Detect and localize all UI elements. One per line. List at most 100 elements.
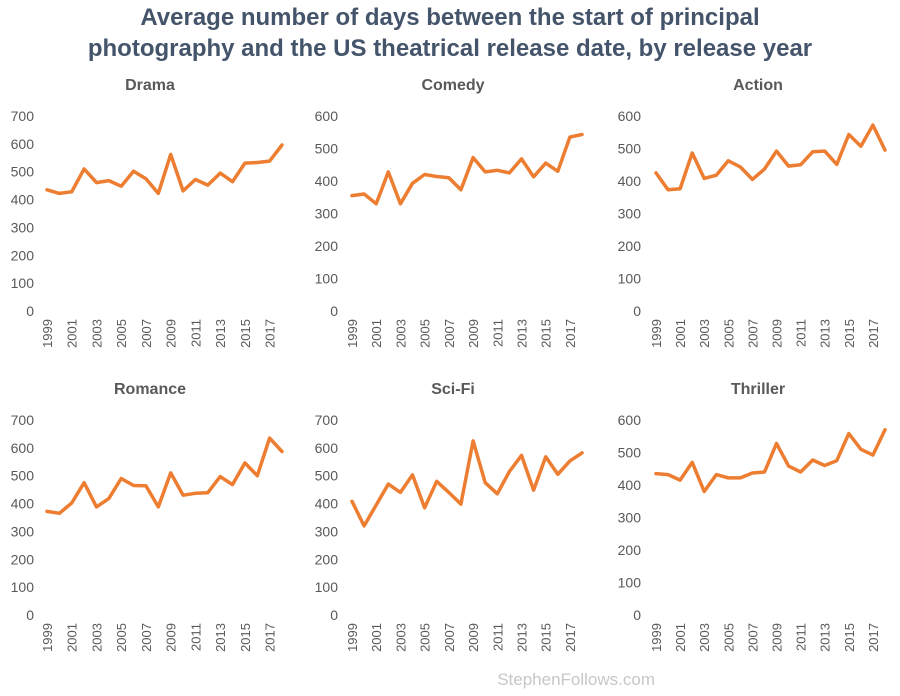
comedy-x-tick-label: 2001 — [369, 319, 384, 348]
sci-fi-y-tick-label: 600 — [315, 440, 339, 456]
action-x-tick-label: 1999 — [649, 319, 664, 348]
comedy-y-tick-label: 200 — [315, 238, 339, 254]
thriller-x-tick-label: 2003 — [697, 623, 712, 652]
romance-y-tick-label: 400 — [11, 496, 35, 512]
thriller-x-tick-label: 2015 — [842, 623, 857, 652]
comedy-x-tick-label: 2009 — [466, 319, 481, 348]
thriller-x-tick-label: 2005 — [721, 623, 736, 652]
drama-y-tick-label: 600 — [11, 136, 35, 152]
sci-fi-y-tick-label: 300 — [315, 523, 339, 539]
thriller-y-tick-label: 400 — [618, 477, 642, 493]
romance-x-tick-label: 2017 — [263, 623, 278, 652]
romance-y-tick-label: 100 — [11, 579, 35, 595]
action-y-tick-label: 100 — [618, 271, 642, 287]
drama-y-tick-label: 100 — [11, 275, 35, 291]
thriller-x-tick-label: 2011 — [794, 623, 809, 651]
romance-y-tick-label: 600 — [11, 440, 35, 456]
sci-fi-x-tick-label: 2015 — [539, 623, 554, 652]
sci-fi-x-tick-label: 2013 — [514, 623, 529, 652]
romance-chart-title: Romance — [114, 381, 186, 398]
romance-y-tick-label: 200 — [11, 551, 35, 567]
romance-x-tick-label: 2001 — [65, 623, 80, 652]
drama-y-tick-label: 200 — [11, 247, 35, 263]
comedy-chart-title: Comedy — [421, 77, 484, 94]
comedy-y-tick-label: 500 — [315, 141, 339, 157]
romance-y-tick-label: 300 — [11, 523, 35, 539]
sci-fi-x-tick-label: 2009 — [466, 623, 481, 652]
romance-x-tick-label: 2013 — [213, 623, 228, 652]
thriller-x-tick-label: 1999 — [649, 623, 664, 652]
source-credit: StephenFollows.com — [497, 670, 655, 689]
chart-title-line-1: Average number of days between the start… — [140, 4, 760, 31]
action-chart: Action 0 100 200 300 400 500 600 1999 2001 2003 200… — [618, 77, 887, 348]
thriller-y-tick-label: 500 — [618, 445, 642, 461]
comedy-series-line — [350, 132, 584, 206]
drama-chart: Drama 0 100 200 300 400 500 600 700 1999 2001 2003 2… — [11, 77, 284, 348]
drama-y-tick-label: 500 — [11, 164, 35, 180]
drama-x-tick-label: 2015 — [238, 319, 253, 348]
comedy-y-tick-label: 600 — [315, 108, 339, 124]
action-x-tick-label: 2009 — [770, 319, 785, 348]
action-x-tick-label: 2001 — [673, 319, 688, 348]
romance-x-tick-label: 2009 — [164, 623, 179, 652]
comedy-x-tick-label: 2011 — [490, 319, 505, 347]
action-y-tick-label: 300 — [618, 206, 642, 222]
comedy-x-tick-label: 2005 — [418, 319, 433, 348]
action-y-tick-label: 200 — [618, 238, 642, 254]
sci-fi-x-tick-label: 2003 — [393, 623, 408, 652]
action-x-tick-label: 2017 — [866, 319, 881, 348]
romance-y-tick-label: 500 — [11, 468, 35, 484]
chart-title: Average number of days between the start… — [0, 2, 900, 64]
drama-y-tick-label: 300 — [11, 219, 35, 235]
thriller-chart-title: Thriller — [731, 381, 785, 398]
sci-fi-series-line — [350, 439, 584, 528]
action-x-tick-label: 2005 — [721, 319, 736, 348]
drama-x-tick-label: 2005 — [114, 319, 129, 348]
action-y-tick-label: 400 — [618, 173, 642, 189]
romance-x-tick-label: 1999 — [40, 623, 55, 652]
action-x-tick-label: 2011 — [794, 319, 809, 347]
drama-x-tick-label: 2001 — [65, 319, 80, 348]
thriller-y-tick-label: 0 — [633, 607, 641, 623]
sci-fi-y-tick-label: 100 — [315, 579, 339, 595]
action-chart-title: Action — [733, 77, 783, 94]
drama-x-tick-label: 2017 — [263, 319, 278, 348]
romance-x-tick-label: 2003 — [89, 623, 104, 652]
drama-x-tick-label: 2007 — [139, 319, 154, 348]
sci-fi-y-tick-label: 700 — [315, 412, 339, 428]
romance-x-tick-label: 2015 — [238, 623, 253, 652]
thriller-y-tick-label: 100 — [618, 575, 642, 591]
comedy-x-tick-label: 2015 — [539, 319, 554, 348]
action-y-tick-label: 0 — [633, 303, 641, 319]
comedy-x-tick-label: 2003 — [393, 319, 408, 348]
sci-fi-x-tick-label: 2001 — [369, 623, 384, 652]
thriller-x-tick-label: 2009 — [770, 623, 785, 652]
action-series-line — [654, 123, 887, 192]
thriller-y-tick-label: 600 — [618, 412, 642, 428]
comedy-y-tick-label: 300 — [315, 206, 339, 222]
sci-fi-x-tick-label: 2005 — [418, 623, 433, 652]
comedy-x-tick-label: 2007 — [442, 319, 457, 348]
romance-y-tick-label: 0 — [26, 607, 34, 623]
drama-x-tick-label: 1999 — [40, 319, 55, 348]
drama-x-tick-label: 2011 — [188, 319, 203, 347]
action-y-tick-label: 500 — [618, 141, 642, 157]
comedy-x-tick-label: 2013 — [514, 319, 529, 348]
drama-y-tick-label: 400 — [11, 192, 35, 208]
action-y-tick-label: 600 — [618, 108, 642, 124]
drama-x-tick-label: 2013 — [213, 319, 228, 348]
action-x-tick-label: 2013 — [818, 319, 833, 348]
romance-x-tick-label: 2005 — [114, 623, 129, 652]
action-x-tick-label: 2007 — [745, 319, 760, 348]
drama-series-line — [45, 143, 284, 196]
comedy-x-tick-label: 1999 — [345, 319, 360, 348]
sci-fi-y-tick-label: 500 — [315, 468, 339, 484]
chart-title-line-2: photography and the US theatrical releas… — [87, 35, 813, 62]
comedy-y-tick-label: 400 — [315, 173, 339, 189]
sci-fi-y-tick-label: 200 — [315, 551, 339, 567]
sci-fi-y-tick-label: 400 — [315, 496, 339, 512]
thriller-x-tick-label: 2007 — [745, 623, 760, 652]
sci-fi-x-tick-label: 2017 — [563, 623, 578, 652]
drama-y-tick-label: 0 — [26, 303, 34, 319]
